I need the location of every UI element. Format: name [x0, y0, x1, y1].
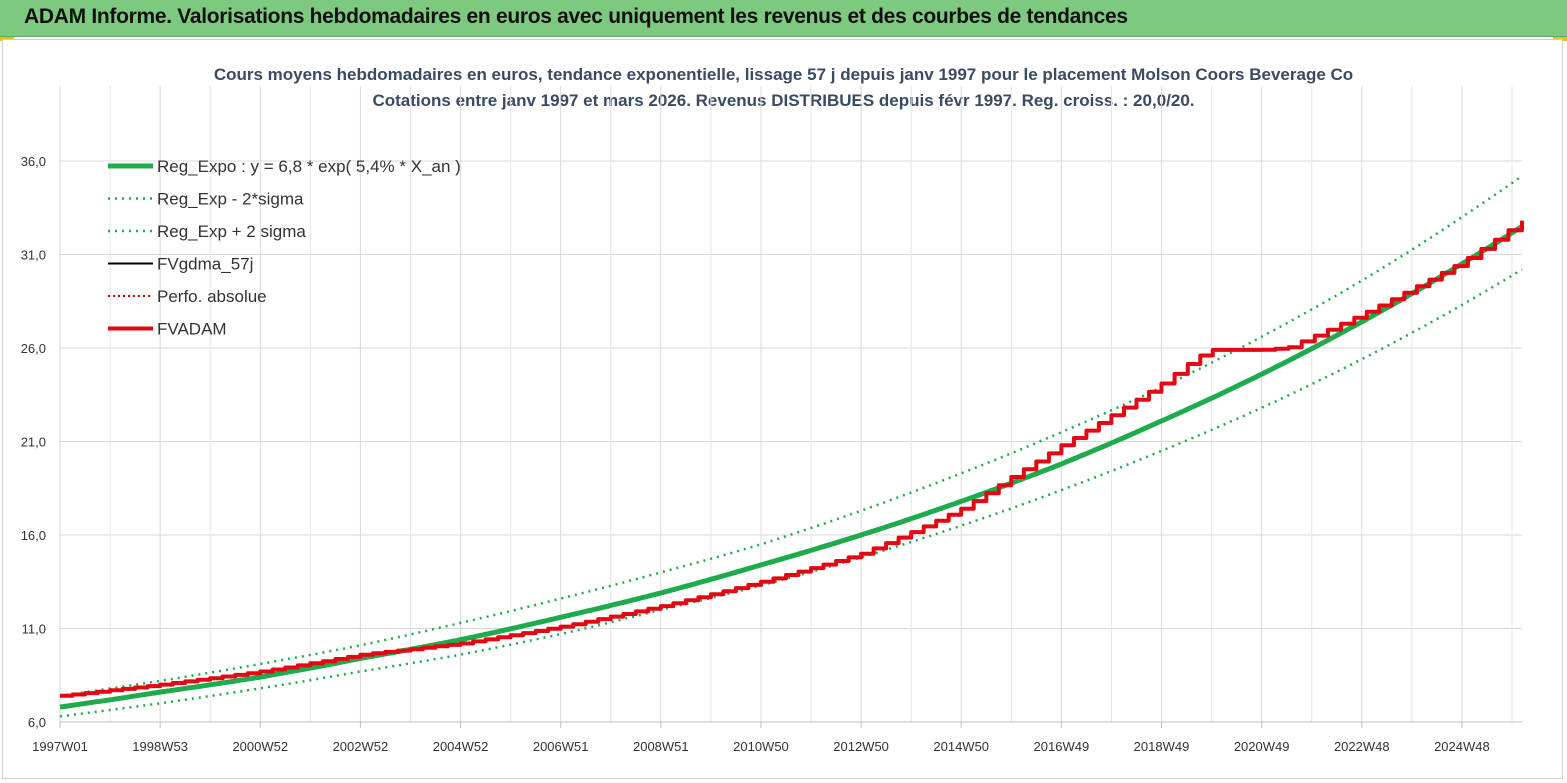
legend-label: Reg_Exp - 2*sigma — [157, 190, 304, 209]
legend-label: Reg_Expo : y = 6,8 * exp( 5,4% * X_an ) — [157, 157, 461, 176]
x-tick-label: 2024W48 — [1434, 739, 1490, 754]
x-tick-label: 2008W51 — [633, 739, 689, 754]
series-fvgdma-57j — [60, 220, 1523, 697]
x-tick-label: 2016W49 — [1034, 739, 1090, 754]
x-tick-label: 2004W52 — [433, 739, 489, 754]
chart-title: Cours moyens hebdomadaires en euros, ten… — [213, 65, 1354, 84]
x-tick-label: 2010W50 — [733, 739, 789, 754]
page-title: ADAM Informe. Valorisations hebdomadaire… — [24, 5, 1128, 28]
y-tick-label: 16,0 — [21, 528, 46, 543]
chart-subtitle: Cotations entre janv 1997 et mars 2026. … — [372, 91, 1195, 110]
x-tick-label: 2006W51 — [533, 739, 589, 754]
x-tick-label: 2012W50 — [833, 739, 889, 754]
x-tick-label: 2018W49 — [1134, 739, 1190, 754]
y-tick-label: 6,0 — [28, 715, 46, 730]
y-tick-label: 36,0 — [21, 154, 46, 169]
legend-label: Reg_Exp + 2 sigma — [157, 222, 306, 241]
header-bar: ADAM Informe. Valorisations hebdomadaire… — [0, 0, 1567, 37]
x-tick-label: 2022W48 — [1334, 739, 1390, 754]
legend: Reg_Expo : y = 6,8 * exp( 5,4% * X_an ) R… — [108, 157, 461, 339]
series-reg-expo — [59, 224, 1524, 710]
x-tick-label: 2002W52 — [333, 739, 389, 754]
x-tick-label: 2014W50 — [933, 739, 989, 754]
y-tick-label: 21,0 — [21, 435, 46, 450]
y-tick-label: 31,0 — [21, 248, 46, 263]
x-tick-label: 2020W49 — [1234, 739, 1290, 754]
chart-frame — [2, 39, 1563, 779]
y-tick-label: 11,0 — [22, 622, 46, 637]
x-tick-label: 1997W01 — [32, 739, 88, 754]
series-lines — [59, 174, 1524, 718]
legend-label: FVADAM — [157, 320, 227, 339]
series-fvadam — [60, 220, 1524, 698]
legend-label: Perfo. absolue — [157, 287, 267, 306]
chart-title-block: Cours moyens hebdomadaires en euros, ten… — [0, 62, 1567, 114]
x-tick-label: 2000W52 — [232, 739, 288, 754]
x-axis-ticks: 1997W01 1998W53 2000W52 2002W52 2004W52 2006W… — [32, 739, 1490, 754]
y-axis-ticks: 6,0 11,0 16,0 21,0 26,0 31,0 36,0 — [21, 154, 46, 730]
series-reg-exp-minus-2sigma — [59, 268, 1523, 718]
y-tick-label: 26,0 — [21, 341, 46, 356]
grid — [59, 86, 1522, 728]
legend-label: FVgdma_57j — [157, 255, 253, 274]
series-reg-exp-plus-2sigma — [59, 174, 1523, 698]
series-perfo-absolue — [60, 220, 1523, 697]
x-tick-label: 1998W53 — [132, 739, 188, 754]
